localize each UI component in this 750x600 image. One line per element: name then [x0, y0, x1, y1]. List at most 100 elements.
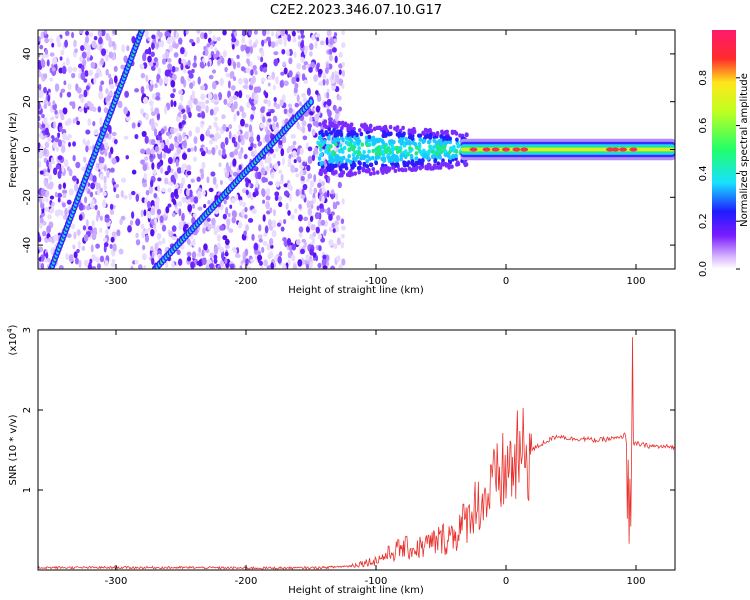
spectrogram-noise-cell: [307, 123, 312, 129]
spectrogram-noise-cell: [171, 65, 176, 73]
spectrogram-noise-cell: [316, 63, 320, 71]
spectrogram-noise-cell: [327, 117, 333, 122]
spectrogram-noise-cell: [103, 107, 109, 113]
spectrogram-noise-cell: [115, 193, 120, 199]
spectrogram-noise-cell: [270, 41, 276, 49]
spectrogram-noise-cell: [296, 62, 302, 70]
spectrogram-signal-cell: [369, 162, 374, 168]
spectrogram-noise-cell: [283, 80, 289, 86]
spectrogram-signal-cell: [408, 146, 412, 151]
spectrogram-noise-cell: [217, 59, 221, 66]
spectrogram-noise-cell: [103, 182, 107, 191]
spectrogram-signal-cell: [402, 143, 407, 148]
spectrogram-noise-cell: [170, 174, 176, 183]
spectrogram-signal-cell: [337, 121, 342, 126]
spectrogram-noise-cell: [161, 224, 167, 232]
spectrogram-noise-cell: [280, 148, 285, 157]
spectrogram-noise-cell: [257, 141, 262, 147]
spectrogram-noise-cell: [191, 251, 197, 259]
spectrogram-noise-cell: [231, 136, 236, 144]
spectrogram-noise-cell: [282, 33, 288, 42]
spectrogram-noise-cell: [253, 242, 259, 251]
spectrogram-noise-cell: [228, 131, 232, 140]
spectrogram-noise-cell: [261, 176, 267, 183]
spectrogram-signal-cell: [375, 125, 380, 131]
spectrogram-noise-cell: [293, 87, 298, 94]
spectrogram-signal-cell: [333, 163, 338, 168]
spectrogram-noise-cell: [57, 41, 62, 48]
spectrogram-noise-cell: [76, 229, 81, 236]
spectrogram-signal-cell: [444, 140, 448, 146]
spectrogram-noise-cell: [308, 258, 313, 263]
spectrogram-noise-cell: [231, 43, 235, 50]
spectrogram-noise-cell: [228, 123, 233, 130]
spectrogram-noise-cell: [315, 226, 320, 234]
spectrogram-noise-cell: [196, 36, 200, 44]
spectrogram-signal-cell: [395, 127, 399, 133]
spectrogram-noise-cell: [108, 51, 114, 59]
spectrogram-noise-cell: [332, 228, 336, 233]
spectrogram-noise-cell: [160, 128, 165, 135]
spectrogram-noise-cell: [301, 73, 306, 81]
spectrogram-noise-cell: [273, 58, 279, 67]
spectrogram-noise-cell: [110, 167, 115, 173]
spectrogram-noise-cell: [144, 112, 149, 121]
spectrogram-noise-cell: [123, 194, 128, 200]
spectrogram-noise-cell: [50, 116, 55, 121]
spectrogram-noise-cell: [338, 264, 343, 269]
spectrogram-noise-cell: [147, 55, 152, 63]
spectrogram-noise-cell: [71, 31, 75, 39]
spectrogram-noise-cell: [60, 115, 65, 121]
spectrogram-noise-cell: [45, 252, 49, 259]
spectrogram-signal-cell: [347, 154, 351, 159]
spectrogram-noise-cell: [44, 49, 49, 55]
spectrogram-signal-cell: [401, 153, 405, 158]
spectrogram-noise-cell: [142, 253, 147, 261]
spectrogram-signal-cell: [408, 133, 412, 138]
spectrogram-noise-cell: [226, 102, 232, 107]
spectrogram-noise-cell: [142, 244, 146, 251]
spectrogram-noise-cell: [269, 207, 273, 214]
spectrogram-noise-cell: [103, 175, 107, 184]
spectrogram-noise-cell: [176, 147, 182, 155]
spectrogram-noise-cell: [186, 170, 192, 176]
spectrogram-noise-cell: [112, 243, 117, 252]
spectrogram-noise-cell: [62, 189, 68, 195]
spectrogram-noise-cell: [173, 188, 179, 197]
spectrogram-noise-cell: [323, 230, 327, 237]
spectrogram-noise-cell: [203, 32, 208, 40]
spectrogram-noise-cell: [267, 219, 272, 227]
spectrogram-noise-cell: [325, 37, 329, 46]
spectrogram-noise-cell: [308, 116, 313, 122]
spectrogram-noise-cell: [219, 260, 224, 267]
spectrogram-noise-cell: [200, 171, 205, 180]
spectrogram-noise-cell: [319, 208, 325, 213]
spectrogram-noise-cell: [82, 138, 86, 145]
spectrogram-noise-cell: [219, 246, 225, 253]
spectrogram-noise-cell: [295, 147, 300, 157]
spectrogram-noise-cell: [229, 169, 233, 176]
spectrogram-noise-cell: [51, 67, 56, 72]
spectrogram-noise-cell: [330, 193, 335, 200]
spectrogram-noise-cell: [321, 195, 325, 204]
spectrogram-noise-cell: [298, 101, 302, 106]
spectrogram-noise-cell: [227, 57, 232, 67]
spectrogram-noise-cell: [226, 218, 231, 224]
spectrogram-noise-cell: [160, 142, 165, 150]
spectrogram-noise-cell: [294, 208, 298, 214]
spectrogram-noise-cell: [152, 169, 157, 176]
spectrogram-signal-cell: [353, 171, 358, 176]
spectrogram-noise-cell: [38, 83, 42, 91]
spectrogram-signal-cell: [341, 122, 346, 128]
spectrogram-noise-cell: [49, 52, 55, 57]
spectrogram-noise-cell: [175, 116, 181, 123]
spectrogram-signal-cell: [348, 159, 353, 165]
spectrogram-signal-cell: [433, 165, 438, 170]
spectrogram-noise-cell: [158, 77, 163, 86]
spectrogram-signal-cell: [387, 132, 392, 137]
spectrogram-noise-cell: [157, 161, 162, 168]
spectrogram-noise-cell: [80, 96, 85, 103]
spectrogram-signal-cell: [404, 136, 408, 142]
spectrogram-noise-cell: [144, 228, 149, 235]
spectrogram-noise-cell: [166, 36, 172, 45]
